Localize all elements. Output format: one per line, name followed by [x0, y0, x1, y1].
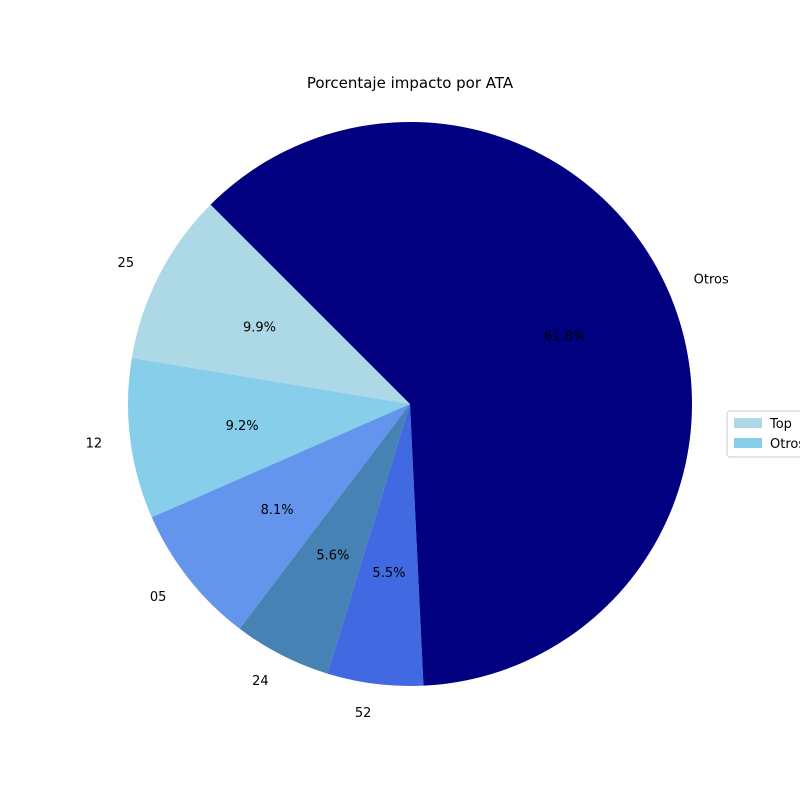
- chart-title: Porcentaje impacto por ATA: [307, 74, 514, 92]
- slice-pct-12: 9.2%: [226, 419, 259, 434]
- pie-slice-otros: [210, 122, 692, 686]
- slice-label-52: 52: [355, 706, 372, 721]
- pie-slice-25: [131, 204, 410, 404]
- legend-swatch-otros: [734, 438, 762, 448]
- legend: Top Otros: [726, 410, 800, 458]
- legend-label-otros: Otros: [770, 437, 800, 452]
- pie-slice-24: [239, 404, 410, 674]
- legend-swatch-top: [734, 418, 762, 428]
- pie-slice-12: [127, 357, 410, 518]
- slice-label-05: 05: [150, 590, 167, 605]
- pie-labels: 25 9.9% 12 9.2% 05 8.1% 24 5.6% 52 5.5% Otros 61.8%: [86, 256, 729, 721]
- pie-slices: [127, 122, 692, 686]
- slice-pct-25: 9.9%: [243, 321, 276, 336]
- slice-pct-otros: 61.8%: [544, 330, 585, 345]
- pie-slice-52: [327, 404, 424, 686]
- slice-pct-52: 5.5%: [372, 566, 405, 581]
- legend-label-top: Top: [769, 417, 792, 432]
- slice-label-12: 12: [86, 437, 103, 452]
- slice-label-25: 25: [118, 256, 135, 271]
- slice-pct-24: 5.6%: [316, 549, 349, 564]
- pie-slice-05: [151, 404, 410, 629]
- slice-label-24: 24: [252, 674, 269, 689]
- slice-label-otros: Otros: [694, 272, 729, 287]
- slice-pct-05: 8.1%: [261, 503, 294, 518]
